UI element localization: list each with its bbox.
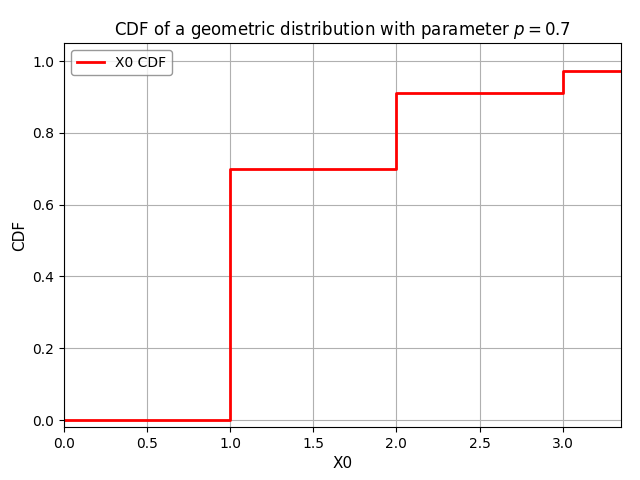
X0 CDF (559, 91, 566, 96)
X0 CDF (60, 417, 68, 423)
X0 CDF (392, 166, 400, 172)
X0 CDF (227, 417, 234, 423)
Line: X0 CDF: X0 CDF (64, 71, 621, 420)
Legend: X0 CDF: X0 CDF (71, 50, 172, 75)
X-axis label: X0: X0 (332, 456, 353, 471)
X0 CDF (559, 68, 566, 74)
X0 CDF (617, 68, 625, 74)
X0 CDF (392, 91, 400, 96)
X0 CDF (227, 166, 234, 172)
Y-axis label: CDF: CDF (12, 220, 27, 251)
Title: CDF of a geometric distribution with parameter $p = 0.7$: CDF of a geometric distribution with par… (115, 19, 570, 41)
